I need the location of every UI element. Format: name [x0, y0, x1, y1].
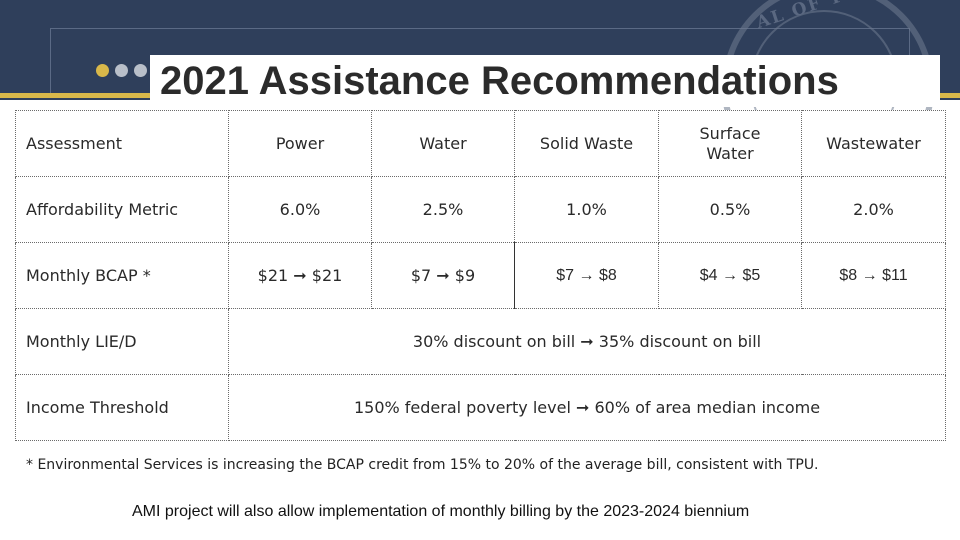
affordability-surface-water-cell: 0.5%	[658, 176, 802, 243]
recommendations-table: Assessment Power Water Solid Waste Surfa…	[15, 110, 946, 441]
bcap-footnote: * Environmental Services is increasing t…	[26, 457, 819, 473]
affordability-solid-waste-cell: 1.0%	[514, 176, 659, 243]
header-wastewater-cell: Wastewater	[801, 110, 946, 177]
bullet-dot-icon	[96, 64, 109, 77]
header-assessment-cell: Assessment	[15, 110, 229, 177]
bcap-solid-waste-cell: $7 → $8	[514, 242, 659, 309]
bcap-surface-water-cell: $4 → $5	[658, 242, 802, 309]
bcap-water-cell: $7 ➞ $9	[371, 242, 515, 309]
bcap-power-cell: $21 ➞ $21	[228, 242, 372, 309]
bullet-dot-icon	[115, 64, 128, 77]
bcap-wastewater-cell: $8 → $11	[801, 242, 946, 309]
table-row: Affordability Metric 6.0% 2.5% 1.0% 0.5%…	[15, 176, 946, 243]
affordability-wastewater-cell: 2.0%	[801, 176, 946, 243]
table-row: Monthly LIE/D 30% discount on bill ➞ 35%…	[15, 308, 946, 375]
table-row: Monthly BCAP * $21 ➞ $21 $7 ➞ $9 $7 → $8…	[15, 242, 946, 309]
affordability-power-cell: 6.0%	[228, 176, 372, 243]
table-header-row: Assessment Power Water Solid Waste Surfa…	[15, 110, 946, 177]
header-solid-waste-cell: Solid Waste	[514, 110, 659, 177]
slide-title: 2021 Assistance Recommendations	[150, 55, 940, 107]
monthly-lie-label: Monthly LIE/D	[15, 308, 229, 375]
header-water-cell: Water	[371, 110, 515, 177]
income-threshold-label: Income Threshold	[15, 374, 229, 441]
header-surface-water-cell: Surface Water	[658, 110, 802, 177]
title-bullet-dots	[96, 64, 152, 78]
affordability-water-cell: 2.5%	[371, 176, 515, 243]
monthly-bcap-label: Monthly BCAP *	[15, 242, 229, 309]
header-power-cell: Power	[228, 110, 372, 177]
monthly-lie-value: 30% discount on bill ➞ 35% discount on b…	[228, 308, 946, 375]
ami-project-note: AMI project will also allow implementati…	[132, 503, 750, 520]
bullet-dot-icon	[134, 64, 147, 77]
income-threshold-value: 150% federal poverty level ➞ 60% of area…	[228, 374, 946, 441]
affordability-metric-label: Affordability Metric	[15, 176, 229, 243]
table-row: Income Threshold 150% federal poverty le…	[15, 374, 946, 441]
recommendations-table-container: Assessment Power Water Solid Waste Surfa…	[15, 110, 946, 441]
